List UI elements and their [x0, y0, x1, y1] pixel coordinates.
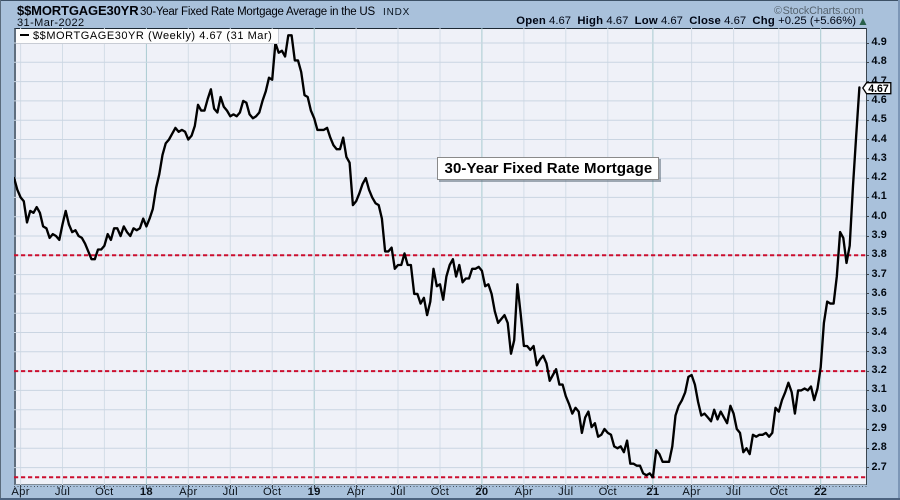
svg-text:4.67: 4.67 [868, 83, 889, 95]
